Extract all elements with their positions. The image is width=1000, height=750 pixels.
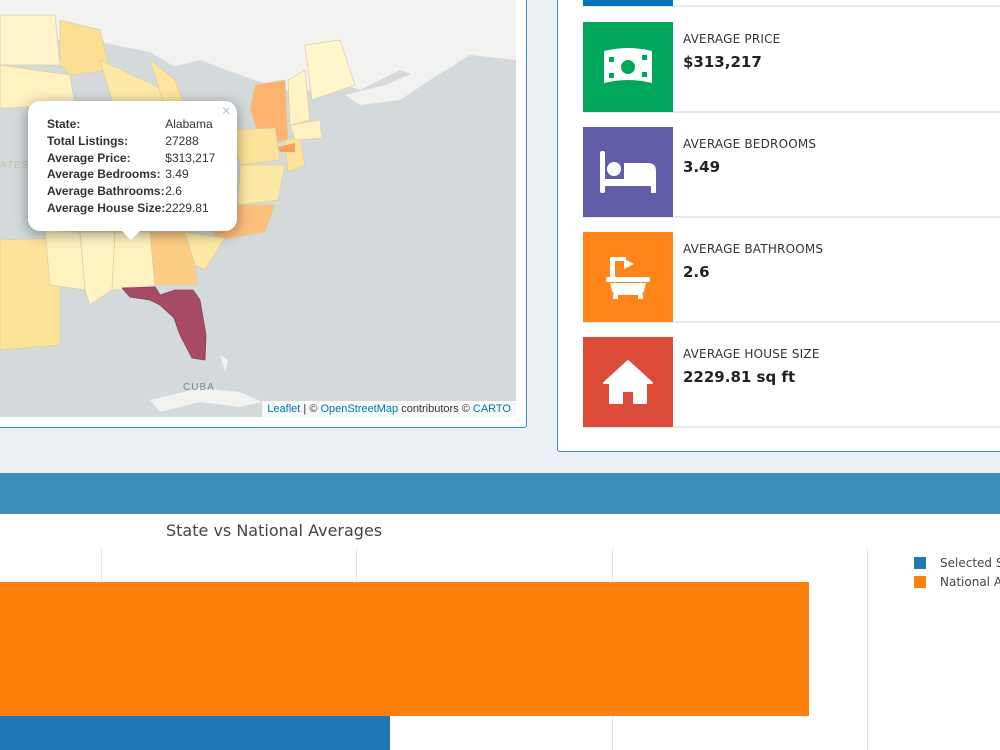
legend-label: Selected State [940, 556, 1000, 570]
carto-link[interactable]: CARTO [472, 403, 511, 415]
popup-row-state: State: Alabama [47, 116, 215, 133]
home-icon [583, 337, 673, 427]
info-box-value: 3.49 [683, 158, 721, 176]
info-box-value: $313,217 [683, 53, 762, 71]
bed-icon [583, 127, 673, 217]
legend-label: National Average [940, 575, 1000, 589]
popup-value: Alabama [165, 117, 213, 131]
attribution-contributors: contributors © [398, 403, 473, 415]
popup-row-bedrooms: Average Bedrooms: 3.49 [47, 166, 215, 183]
map-label-country: ATES [0, 160, 30, 171]
map-label-cuba: CUBA [183, 382, 215, 393]
chart-title: State vs National Averages [166, 521, 383, 540]
popup-key: State: [47, 117, 81, 131]
popup-key: Average House Size: [47, 200, 166, 215]
popup-value: 27288 [165, 133, 199, 148]
legend-item-national-average[interactable]: National Average [914, 575, 1000, 589]
popup-row-house-size: Average House Size: 2229.81 [47, 200, 215, 217]
info-box-value: 2229.81 sq ft [683, 368, 796, 386]
info-box-average-price: AVERAGE PRICE $313,217 [583, 22, 1000, 113]
legend-item-selected-state[interactable]: Selected State [914, 556, 1000, 570]
info-box-label: AVERAGE PRICE [683, 32, 781, 46]
popup-value: 3.49 [165, 167, 189, 182]
popup-value: $313,217 [165, 150, 216, 165]
popup-row-price: Average Price: $313,217 [47, 150, 215, 167]
openstreetmap-link[interactable]: OpenStreetMap [320, 403, 399, 415]
money-bill-icon [583, 22, 673, 112]
bath-icon [583, 232, 673, 322]
popup-key: Average Bedrooms: [47, 167, 161, 182]
info-box-label: AVERAGE HOUSE SIZE [683, 347, 820, 361]
info-box-label: AVERAGE BEDROOMS [683, 137, 817, 151]
legend-swatch-icon [914, 576, 926, 588]
info-box-partial [583, 0, 1000, 7]
gridline [867, 548, 868, 750]
popup-row-listings: Total Listings: 27288 [47, 133, 215, 150]
bar-national-average[interactable] [0, 582, 809, 716]
popup-value: 2229.81 [165, 200, 209, 215]
info-box-value: 2.6 [683, 263, 710, 281]
chart-box-header [0, 473, 1000, 514]
bar-selected-state[interactable] [0, 716, 390, 750]
close-icon[interactable]: × [221, 103, 231, 120]
popup-key: Average Price: [47, 150, 131, 165]
partial-box-icon [583, 0, 673, 6]
attribution-separator: | © [300, 403, 321, 415]
legend-swatch-icon [914, 557, 926, 569]
map-attribution: Leaflet | © OpenStreetMap contributors ©… [262, 401, 516, 417]
info-box-average-bathrooms: AVERAGE BATHROOMS 2.6 [583, 232, 1000, 323]
popup-table: State: Alabama Total Listings: 27288 Avera… [47, 116, 215, 217]
leaflet-link[interactable]: Leaflet [267, 403, 301, 415]
state-popup: × State: Alabama Total Listings: 27288 Ave… [28, 101, 237, 240]
info-box-average-house-size: AVERAGE HOUSE SIZE 2229.81 sq ft [583, 337, 1000, 428]
popup-row-bathrooms: Average Bathrooms: 2.6 [47, 183, 215, 200]
info-box-label: AVERAGE BATHROOMS [683, 242, 824, 256]
info-box-average-bedrooms: AVERAGE BEDROOMS 3.49 [583, 127, 1000, 218]
map-tiles [0, 0, 516, 412]
popup-value: 2.6 [165, 184, 182, 199]
popup-key: Total Listings: [47, 133, 129, 148]
popup-tip [122, 231, 140, 240]
popup-key: Average Bathrooms: [47, 184, 165, 199]
